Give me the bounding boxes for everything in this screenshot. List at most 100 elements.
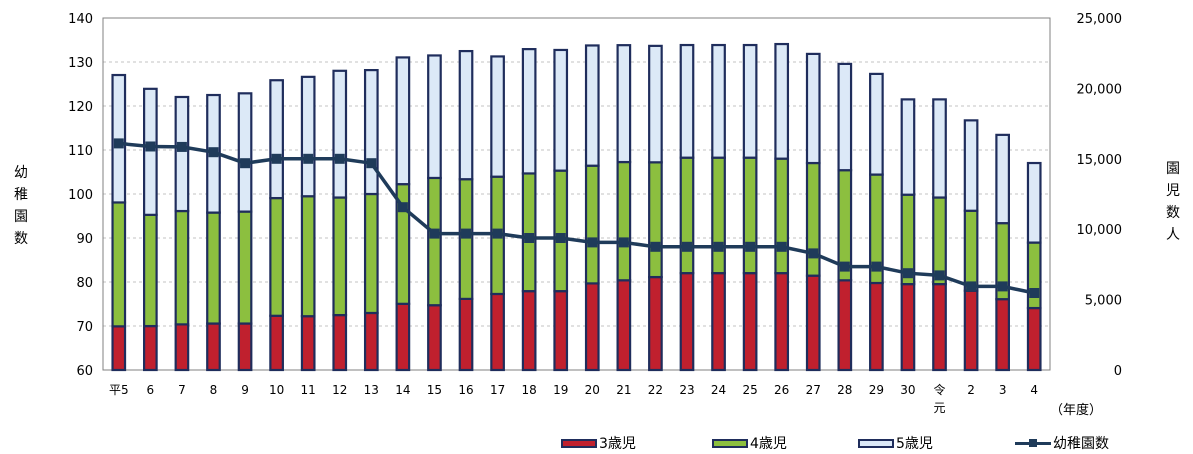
bar-3yo (490, 292, 505, 372)
bar-5yo (395, 56, 411, 186)
bar-3yo (427, 304, 442, 372)
bar-5yo (837, 62, 853, 172)
kindergarten-count-line (113, 138, 1040, 298)
y-axis-right-label: 園児数 人 (1166, 161, 1180, 243)
bar-4yo (269, 196, 284, 317)
x-tick-label: 9 (241, 383, 249, 397)
x-tick-label: 令元 (934, 382, 946, 415)
x-axis-categories: 平5 6 7 8 9 10 11 12 13 14 15 16 17 18 19 20 21 22 23 24 25 26… (109, 382, 1038, 415)
x-tick-label: 2 (967, 383, 975, 397)
bar-3yo (584, 282, 600, 372)
plot-frame (102, 17, 1051, 371)
bar-3yo (742, 272, 758, 372)
bar-4yo (332, 196, 348, 317)
y-left-tick-label: 130 (68, 56, 93, 71)
bar-3yo (237, 322, 253, 372)
bar-3yo (869, 281, 884, 372)
legend-label-4yo: 4歳児 (750, 436, 787, 452)
x-tick-label: 21 (616, 383, 631, 397)
bar-5yo (521, 48, 537, 175)
x-tick-label: 30 (900, 383, 915, 397)
kindergarten-count-point (681, 241, 692, 252)
kindergarten-count-point (397, 202, 408, 213)
bar-5yo (269, 79, 284, 200)
legend-item-kindergartens: 幼稚園数 (1015, 433, 1109, 453)
y-left-tick-label: 90 (76, 232, 93, 247)
x-tick-label: 10 (269, 383, 284, 397)
y-left-tick-label: 140 (68, 12, 93, 27)
x-tick-label: 15 (427, 383, 442, 397)
bar-5yo (869, 72, 884, 176)
y-right-tick-label: 5,000 (1085, 294, 1122, 309)
x-tick-label: 25 (742, 383, 757, 397)
bar-5yo (679, 43, 695, 159)
kindergarten-count-point (555, 233, 566, 243)
bar-3yo (143, 324, 158, 372)
x-tick-label: 29 (869, 383, 884, 397)
legend-item-5yo: 5歳児 (858, 433, 933, 453)
bar-5yo (427, 54, 442, 180)
bar-5yo (995, 133, 1011, 225)
kindergarten-count-point (934, 270, 945, 281)
kindergarten-count-point (334, 153, 345, 164)
x-tick-label: 22 (648, 383, 663, 397)
y-axis-left-label: 幼稚園数 (14, 165, 28, 247)
kindergarten-count-point (429, 228, 440, 239)
bar-5yo (584, 44, 600, 167)
kindergarten-count-point (208, 147, 219, 158)
kindergarten-count-point (776, 241, 787, 252)
bar-4yo (774, 157, 790, 275)
bar-3yo (679, 272, 695, 372)
bar-3yo (553, 290, 569, 372)
bar-3yo (932, 283, 947, 372)
x-tick-label: 平5 (109, 383, 129, 397)
kindergarten-count-point (808, 248, 819, 259)
bar-5yo (742, 43, 758, 159)
kindergarten-count-point (997, 281, 1008, 292)
x-tick-label: 16 (458, 383, 473, 397)
legend-item-4yo: 4歳児 (712, 433, 787, 453)
legend-swatch-3yo (561, 438, 597, 448)
kindergarten-count-point (303, 153, 314, 164)
kindergarten-count-point (113, 138, 124, 149)
bar-5yo (458, 49, 474, 181)
bar-4yo (174, 209, 190, 326)
legend-item-3yo: 3歳児 (561, 433, 636, 453)
bar-5yo (237, 92, 253, 213)
y-axis-right-ticks: 0 5,000 10,000 15,000 20,000 25,000 (1077, 12, 1123, 379)
legend-label-3yo: 3歳児 (599, 436, 636, 452)
bar-4yo (584, 164, 600, 285)
bars (111, 42, 1042, 372)
y-right-tick-label: 0 (1114, 364, 1122, 379)
bar-5yo (711, 43, 726, 159)
bar-4yo (143, 213, 158, 328)
x-tick-label: 4 (1030, 383, 1038, 397)
y-axis-left-ticks: 60 70 80 90 100 110 120 130 140 (68, 12, 93, 379)
y-left-tick-label: 100 (68, 188, 93, 203)
x-tick-label: 20 (585, 383, 600, 397)
bar-5yo (805, 52, 821, 165)
kindergarten-count-point (871, 261, 882, 272)
kindergarten-count-point (145, 141, 156, 152)
bar-3yo (332, 313, 348, 372)
bar-3yo (111, 325, 127, 372)
legend-label-5yo: 5歳児 (896, 436, 933, 452)
legend-label-kindergartens: 幼稚園数 (1053, 436, 1109, 452)
bar-3yo (616, 279, 632, 372)
bar-4yo (616, 160, 632, 282)
bar-4yo (711, 156, 726, 275)
bar-4yo (679, 156, 695, 275)
bar-3yo (300, 315, 316, 372)
bar-5yo (332, 69, 348, 199)
bar-3yo (269, 314, 284, 372)
bar-4yo (553, 169, 569, 293)
bar-3yo (648, 275, 663, 372)
kindergarten-count-point (176, 141, 187, 152)
bar-5yo (143, 87, 158, 216)
bar-5yo (932, 98, 947, 199)
y-left-tick-label: 110 (68, 144, 93, 159)
bar-3yo (805, 274, 821, 372)
x-tick-label: 11 (301, 383, 316, 397)
bar-3yo (774, 272, 790, 372)
x-tick-label: 8 (210, 383, 218, 397)
